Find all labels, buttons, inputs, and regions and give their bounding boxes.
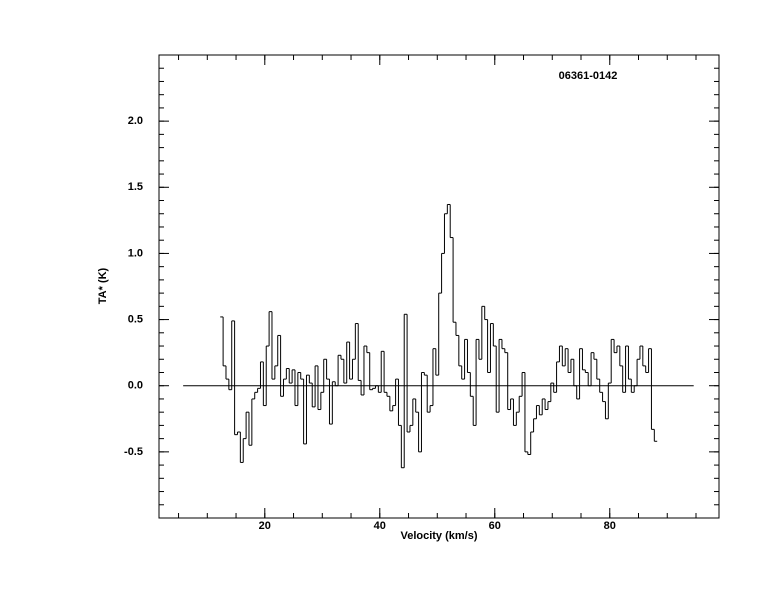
y-tick-label: 0.0 — [128, 380, 143, 392]
x-tick-label: 80 — [604, 520, 616, 532]
y-tick-label: 2.0 — [128, 115, 143, 127]
chart-title: 06361-0142 — [559, 70, 618, 82]
y-tick-label: 1.5 — [128, 181, 143, 193]
y-tick-label: 0.5 — [128, 313, 143, 325]
x-tick-label: 20 — [259, 520, 271, 532]
y-axis-label: TA* (K) — [97, 267, 109, 304]
y-tick-label: 1.0 — [128, 247, 143, 259]
y-tick-label: -0.5 — [124, 446, 143, 458]
x-axis-label: Velocity (km/s) — [400, 530, 477, 542]
x-tick-label: 40 — [374, 520, 386, 532]
x-tick-label: 60 — [489, 520, 501, 532]
plot-frame — [158, 54, 720, 519]
